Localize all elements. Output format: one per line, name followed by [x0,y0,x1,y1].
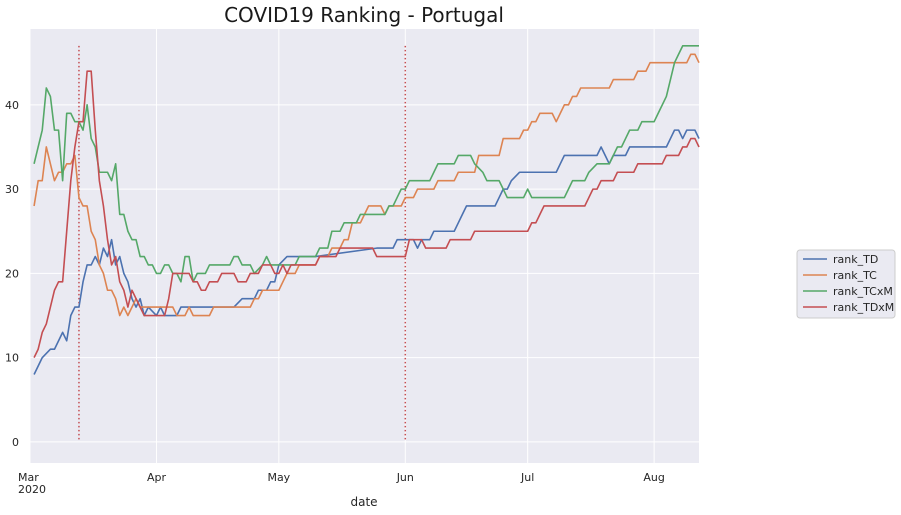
legend-label: rank_TC [833,269,877,282]
x-tick-sublabel: 2020 [18,483,46,496]
y-tick-label: 0 [12,436,19,449]
x-tick-label: Apr [147,471,167,484]
series-group [33,45,700,375]
series-line-rank_TC [33,53,700,317]
grid [29,29,699,463]
x-axis-label: date [350,495,377,509]
legend-box [796,249,896,319]
x-tick-label: Mar [18,471,39,484]
legend: rank_TD rank_TC rank_TCxM rank_TDxM [796,249,896,319]
legend-label: rank_TCxM [833,285,893,298]
y-tick-label: 10 [5,352,19,365]
y-tick-label: 20 [5,267,19,280]
plot-area [30,29,699,463]
series-line-rank_TDxM [33,70,700,359]
x-tick-label: May [267,471,290,484]
chart-title: COVID19 Ranking - Portugal [224,3,504,27]
y-axis: 0 10 20 30 40 [5,99,19,449]
x-tick-label: Jul [520,471,534,484]
y-tick-label: 30 [5,183,19,196]
x-tick-label: Aug [643,471,664,484]
legend-label: rank_TDxM [833,301,894,314]
series-line-rank_TCxM [33,45,699,283]
x-tick-label: Jun [396,471,414,484]
legend-label: rank_TD [833,253,878,266]
y-tick-label: 40 [5,99,19,112]
